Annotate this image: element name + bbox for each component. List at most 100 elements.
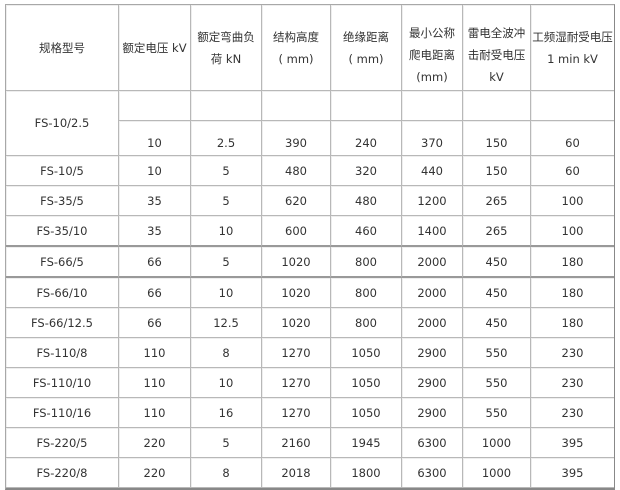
header-text: 结构高度 [273,29,319,44]
model-cell: FS-10/5 [6,156,119,186]
header-text: 绝缘距离 [343,29,389,44]
column-header: 额定电压 kV [119,5,191,91]
table-row: FS-35/10 35 10 600 460 1400 265 100 [6,216,614,247]
model-cell: FS-10/2.5 [6,91,119,156]
header-text: kV [489,70,504,84]
table-cell: 230 [531,398,614,428]
table-cell: 1020 [262,278,331,308]
table-cell: 450 [463,308,531,338]
table-cell: 1000 [463,428,531,458]
table-cell: 395 [531,458,614,488]
table-cell: 110 [119,368,191,398]
table-cell: 100 [531,186,614,216]
table-cell: 110 [119,338,191,368]
table-cell: 2000 [402,308,463,338]
header-text: ( mm) [348,51,384,66]
table-cell: 390 [262,121,331,156]
table-cell: 320 [331,156,402,186]
table-cell: 2900 [402,398,463,428]
table-cell: 240 [331,121,402,156]
table-cell: 16 [191,398,262,428]
table-cell: 5 [191,156,262,186]
header-row: 规格型号 额定电压 kV 额定弯曲负荷 kN 结构高度 ( mm) 绝缘距离 ( mm) 最小… [6,5,614,91]
table-row: FS-220/5 220 5 2160 1945 6300 1000 395 [6,428,614,458]
table-cell: 230 [531,368,614,398]
empty-cell [402,91,463,121]
table-cell: 550 [463,338,531,368]
table-row: FS-66/10 66 10 1020 800 2000 450 180 [6,278,614,308]
table-cell: 265 [463,186,531,216]
model-cell: FS-66/10 [6,278,119,308]
empty-cell [463,91,531,121]
model-cell: FS-220/5 [6,428,119,458]
header-text: 额定弯曲负 [197,29,255,44]
table-row: FS-66/12.5 66 12.5 1020 800 2000 450 180 [6,308,614,338]
model-cell: FS-66/12.5 [6,308,119,338]
table-cell: 2900 [402,368,463,398]
table-cell: 550 [463,368,531,398]
column-header: 规格型号 [6,5,119,91]
table-cell: 2.5 [191,121,262,156]
table-cell: 150 [463,121,531,156]
table-cell: 230 [531,338,614,368]
table-row: FS-35/5 35 5 620 480 1200 265 100 [6,186,614,216]
table-cell: 10 [191,278,262,308]
table-cell: 5 [191,428,262,458]
table-cell: 150 [463,156,531,186]
table-cell: 180 [531,247,614,278]
table-cell: 800 [331,247,402,278]
table-cell: 66 [119,278,191,308]
table-cell: 1945 [331,428,402,458]
model-cell: FS-110/8 [6,338,119,368]
table-cell: 2000 [402,247,463,278]
model-cell: FS-66/5 [6,247,119,278]
header-text: 击耐受电压 [467,48,526,62]
empty-cell [119,91,191,121]
table-cell: 5 [191,247,262,278]
table-cell: 800 [331,308,402,338]
table-cell: 110 [119,398,191,428]
table-cell: 370 [402,121,463,156]
table-cell: 1270 [262,338,331,368]
table-cell: 35 [119,186,191,216]
table-row: FS-110/8 110 8 1270 1050 2900 550 230 [6,338,614,368]
table-cell: 180 [531,278,614,308]
table-cell: 2900 [402,338,463,368]
table-cell: 1050 [331,338,402,368]
table-cell: 600 [262,216,331,247]
model-cell: FS-35/5 [6,186,119,216]
table-cell: 1400 [402,216,463,247]
table-cell: 8 [191,458,262,488]
table-cell: 10 [119,121,191,156]
empty-cell [331,91,402,121]
table-row: FS-110/10 110 10 1270 1050 2900 550 230 [6,368,614,398]
table-cell: 10 [191,368,262,398]
table-cell: 60 [531,121,614,156]
table-cell: 180 [531,308,614,338]
table-cell: 1200 [402,186,463,216]
table-row: FS-66/5 66 5 1020 800 2000 450 180 [6,247,614,278]
table-cell: 480 [262,156,331,186]
header-text: ( mm) [278,51,314,66]
table-cell: 2018 [262,458,331,488]
header-text: (mm) [416,70,448,84]
header-text: 荷 kN [210,51,242,66]
table-cell: 220 [119,428,191,458]
table-row: FS-10/5 10 5 480 320 440 150 60 [6,156,614,186]
empty-cell [191,91,262,121]
header-text: 工频湿耐受电压 [532,29,613,44]
table-cell: 60 [531,156,614,186]
table-cell: 265 [463,216,531,247]
table-cell: 66 [119,308,191,338]
header-text: 规格型号 [39,40,85,55]
header-text: 额定电压 kV [122,40,187,55]
table-cell: 10 [191,216,262,247]
table-cell: 2000 [402,278,463,308]
table-cell: 1270 [262,368,331,398]
table-cell: 450 [463,278,531,308]
table-cell: 440 [402,156,463,186]
table-cell: 6300 [402,458,463,488]
header-text: 1 min kV [547,51,598,66]
header-text: 最小公称 [409,26,455,40]
empty-cell [262,91,331,121]
